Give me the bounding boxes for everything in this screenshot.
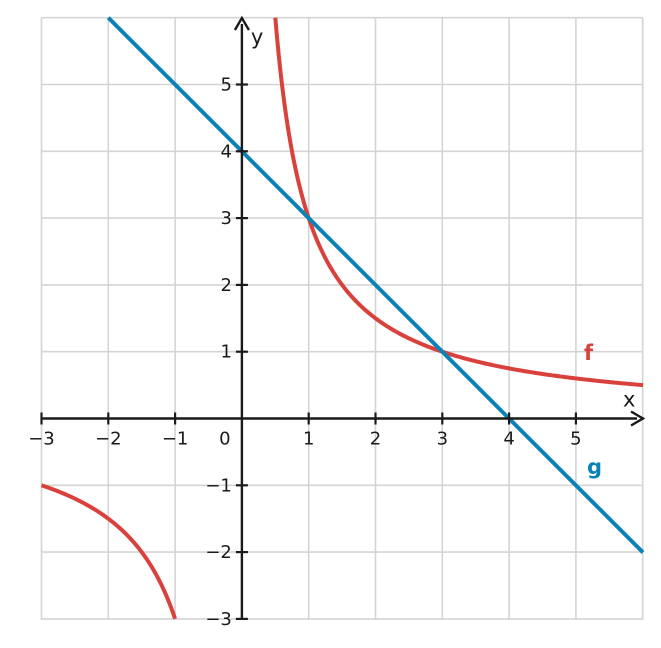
x-tick-label: −3: [28, 429, 55, 450]
y-axis-label: y: [251, 25, 263, 49]
series-f-branch-right: [273, 17, 644, 388]
x-tick-label: 4: [503, 429, 514, 450]
grid: [40, 16, 644, 620]
x-tick-label: 0: [219, 429, 230, 450]
x-tick-label: 2: [370, 429, 381, 450]
y-tick-label: −2: [205, 542, 232, 563]
x-tick-label: 1: [303, 429, 314, 450]
y-tick-label: −1: [205, 475, 232, 496]
y-tick-label: 1: [220, 342, 231, 363]
x-axis-label: x: [623, 388, 635, 412]
ticks: −3 −2 −1 0 1 2 3 4 5 −3 −2 −1 1 2 3 4 5: [28, 75, 581, 630]
y-tick-label: 3: [220, 208, 231, 229]
x-tick-label: 5: [570, 429, 581, 450]
y-tick-label: 4: [220, 141, 231, 162]
series-f-branch-left: [40, 483, 177, 620]
series-label-f: f: [584, 341, 594, 365]
x-axis-arrow: [630, 410, 646, 427]
x-tick-label: −2: [95, 429, 122, 450]
x-tick-label: 3: [437, 429, 448, 450]
curves: [40, 16, 645, 620]
series-g-line: [106, 16, 645, 554]
y-tick-label: −3: [205, 609, 232, 630]
series-label-g: g: [587, 455, 602, 479]
y-axis-arrow: [233, 15, 250, 31]
y-tick-label: 2: [220, 275, 231, 296]
y-tick-label: 5: [220, 75, 231, 96]
x-tick-label: −1: [162, 429, 189, 450]
axes: [41, 15, 646, 620]
